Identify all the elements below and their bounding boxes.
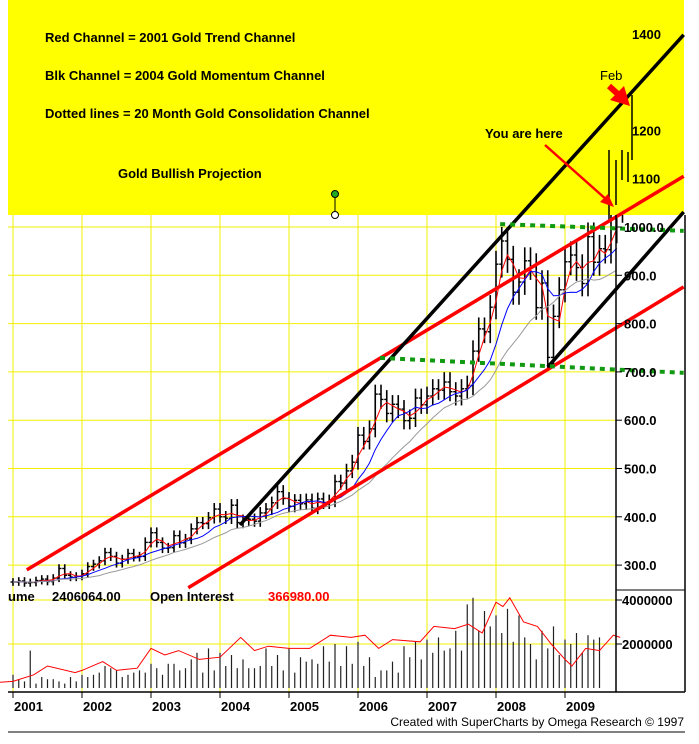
x-tick-label: 2006 [359,699,388,714]
x-tick-label: 2005 [290,699,319,714]
annotation-dotted-lines: Dotted lines = 20 Month Gold Consolidati… [45,106,370,121]
annotation-blk-channel: Blk Channel = 2004 Gold Momentum Channel [45,68,325,83]
y-tick-label: 600.0 [624,413,657,428]
channel-line-red-channel-upper [25,174,685,572]
channel-line-dotted-lower [379,355,684,375]
x-tick-label: 2003 [152,699,181,714]
x-tick-label: 2002 [83,699,112,714]
y-tick-label: 1100 [632,172,660,187]
y-tick-label: 500.0 [624,462,657,477]
y-tick-label: 1400 [632,27,661,42]
volume-tick-label: 2000000 [622,637,673,652]
volume-tick-label: 4000000 [622,593,673,608]
annotation-you-are-here: You are here [485,126,563,141]
x-tick-label: 2008 [497,699,526,714]
volume-label: ume [8,589,35,604]
y-tick-label: 300.0 [624,558,657,573]
credit-text: Created with SuperCharts by Omega Resear… [390,715,684,729]
volume-value: 2406064.00 [52,589,121,604]
y-tick-label: 900.0 [624,268,657,283]
x-tick-label: 2004 [221,699,251,714]
y-tick-label: 1200 [632,123,661,138]
x-tick-label: 2009 [566,699,595,714]
ma-fast-line [12,228,618,583]
x-tick-label: 2001 [14,699,43,714]
y-tick-label: 800.0 [624,317,657,332]
channel-line-dotted-upper [500,222,684,233]
ma-mid-line [12,247,618,583]
open-interest-label: Open Interest [150,589,234,604]
x-tick-label: 2007 [428,699,457,714]
channel-line-blk-channel-upper [238,33,685,527]
you-are-here-arrowhead [600,194,614,207]
y-tick-label: 1000.0 [624,220,664,235]
ma-slow-line [12,269,618,583]
drawing-handle-bottom[interactable] [331,211,339,219]
open-interest-value: 366980.00 [268,589,329,604]
channel-line-red-channel-lower [187,285,685,590]
projection-banner [8,0,684,215]
annotation-red-channel: Red Channel = 2001 Gold Trend Channel [45,30,295,45]
open-interest-line [0,596,621,683]
feb-arrowhead [610,86,630,106]
you-are-here-arrow [544,144,609,202]
y-tick-label: 700.0 [624,365,657,380]
y-tick-label: 400.0 [624,510,657,525]
drawing-handle-top[interactable] [331,190,339,198]
annotation-feb: Feb [600,68,622,83]
chart-title: Gold Bullish Projection [118,166,262,181]
